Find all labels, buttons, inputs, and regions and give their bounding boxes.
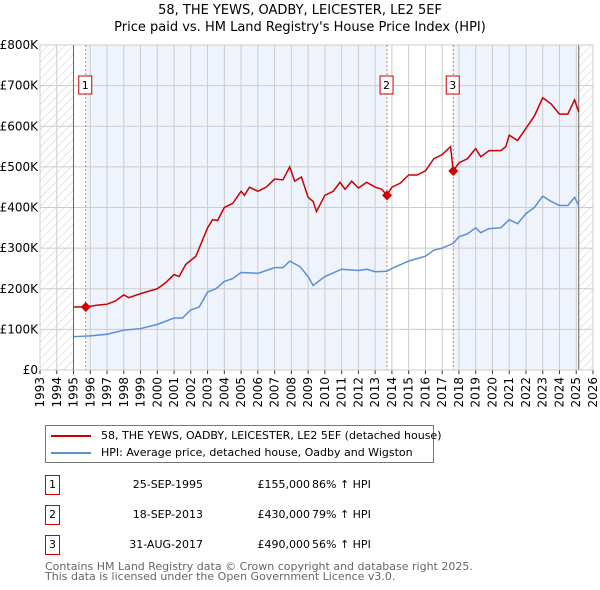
x-tick-label: 2026	[586, 377, 600, 408]
x-tick-label: 1995	[67, 377, 81, 408]
sale-date: 18-SEP-2013	[132, 508, 203, 521]
y-tick-label: £0	[23, 363, 38, 377]
x-tick-label: 2005	[234, 377, 248, 408]
x-tick-label: 1993	[33, 377, 47, 408]
y-tick-label: £700K	[0, 79, 39, 93]
x-tick-label: 2010	[318, 377, 332, 408]
plot-border	[39, 44, 594, 371]
x-tick-label: 2018	[452, 377, 466, 408]
footer-line: This data is licensed under the Open Gov…	[45, 570, 396, 583]
x-tick-label: 2025	[569, 377, 583, 408]
sale-hpi: 56% ↑ HPI	[312, 538, 371, 551]
x-tick-label: 2014	[385, 377, 399, 408]
y-tick-label: £400K	[0, 201, 39, 215]
x-tick-label: 1997	[100, 377, 114, 408]
x-tick-label: 2015	[402, 377, 416, 408]
sale-hpi: 86% ↑ HPI	[312, 478, 371, 491]
x-tick-label: 2019	[469, 377, 483, 408]
sale-date: 31-AUG-2017	[129, 538, 203, 551]
chart-subtitle: Price paid vs. HM Land Registry's House …	[114, 20, 486, 35]
y-tick-label: £100K	[0, 322, 39, 336]
legend-label: 58, THE YEWS, OADBY, LEICESTER, LE2 5EF …	[101, 429, 442, 442]
sale-marker-label: 1	[82, 79, 89, 92]
x-tick-label: 2020	[485, 377, 499, 408]
legend-item-property: 58, THE YEWS, OADBY, LEICESTER, LE2 5EF …	[46, 427, 441, 444]
sale-marker-box	[445, 75, 460, 95]
sale-row: 3 31-AUG-2017 £490,000 56% ↑ HPI	[45, 535, 465, 555]
sale-point	[448, 165, 459, 176]
plot-area: 1993 1994 1995 1996 1997 1998 1999 2000 2001 2002…	[0, 38, 600, 408]
hpi-line	[73, 195, 580, 338]
x-tick-label: 2023	[536, 377, 550, 408]
sale-marker-label: 3	[45, 535, 60, 555]
footer-line: Contains HM Land Registry data © Crown c…	[45, 560, 473, 573]
chart-title: 58, THE YEWS, OADBY, LEICESTER, LE2 5EF	[158, 3, 442, 18]
x-tick-label: 2004	[217, 377, 231, 408]
sale-date: 25-SEP-1995	[132, 478, 203, 491]
x-tick-label: 2021	[502, 377, 516, 408]
x-tick-label: 2007	[268, 377, 282, 408]
legend-label: HPI: Average price, detached house, Oadb…	[101, 446, 413, 459]
sale-price: £430,000	[257, 508, 311, 521]
y-tick-label: £300K	[0, 241, 39, 255]
sale-price: £155,000	[257, 478, 311, 491]
x-tick-label: 2022	[519, 377, 533, 408]
price-line	[73, 96, 580, 308]
x-tick-label: 2006	[251, 377, 265, 408]
x-tick-label: 2012	[351, 377, 365, 408]
sale-marker-box	[78, 75, 93, 95]
y-tick-label: £500K	[0, 160, 39, 174]
x-tick-label: 1999	[134, 377, 148, 408]
x-tick-label: 2001	[167, 377, 181, 408]
x-tick-label: 2003	[201, 377, 215, 408]
x-tick-label: 2016	[418, 377, 432, 408]
x-tick-label: 2011	[335, 377, 349, 408]
sale-point	[382, 190, 393, 201]
x-tick-label: 1994	[50, 377, 64, 408]
y-tick-label: £200K	[0, 282, 39, 296]
x-tick-label: 2024	[552, 377, 566, 408]
sale-point	[80, 302, 91, 313]
x-tick-label: 2000	[150, 377, 164, 408]
sale-marker-label: 2	[45, 505, 60, 525]
legend-swatch-red	[51, 435, 91, 437]
x-tick-label: 2017	[435, 377, 449, 408]
sale-marker-label: 1	[45, 475, 60, 495]
sale-marker-box	[379, 75, 394, 95]
y-tick-label: £800K	[0, 38, 39, 52]
legend: 58, THE YEWS, OADBY, LEICESTER, LE2 5EF …	[45, 425, 441, 463]
x-tick-label: 2013	[368, 377, 382, 408]
x-tick-label: 2002	[184, 377, 198, 408]
sale-marker-label: 3	[449, 79, 456, 92]
x-tick-label: 1998	[117, 377, 131, 408]
legend-item-hpi: HPI: Average price, detached house, Oadb…	[46, 444, 433, 461]
sale-row: 1 25-SEP-1995 £155,000 86% ↑ HPI	[45, 475, 465, 495]
sale-hpi: 79% ↑ HPI	[312, 508, 371, 521]
x-tick-label: 1996	[83, 377, 97, 408]
x-tick-label: 2009	[301, 377, 315, 408]
sale-row: 2 18-SEP-2013 £430,000 79% ↑ HPI	[45, 505, 465, 525]
sale-marker-label: 2	[383, 79, 390, 92]
sale-price: £490,000	[257, 538, 311, 551]
y-tick-label: £600K	[0, 119, 39, 133]
legend-swatch-blue	[51, 452, 91, 454]
x-tick-label: 2008	[284, 377, 298, 408]
